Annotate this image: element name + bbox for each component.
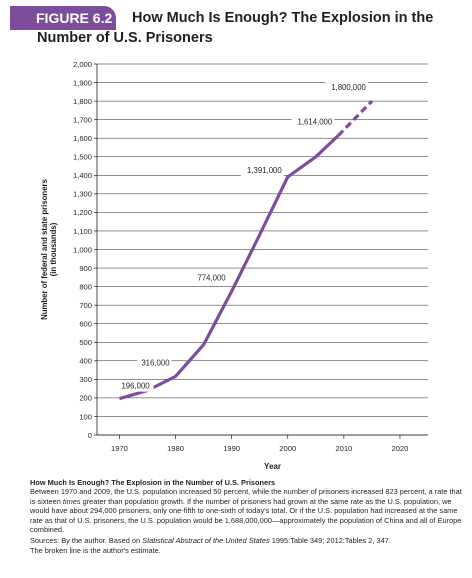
y-tick-label: 100 xyxy=(79,412,92,421)
y-tick-label: 500 xyxy=(79,338,92,347)
y-tick-label: 1,000 xyxy=(73,245,92,254)
y-tick-label: 1,700 xyxy=(73,115,92,124)
y-tick-label: 300 xyxy=(79,375,92,384)
x-tick-label: 2020 xyxy=(391,444,408,453)
y-tick-label: 1,800 xyxy=(73,97,92,106)
caption-body: Between 1970 and 2009, the U.S. populati… xyxy=(30,487,462,535)
y-tick-label: 700 xyxy=(79,301,92,310)
data-label: 316,000 xyxy=(141,358,170,367)
figure-label: FIGURE 6.2 xyxy=(10,6,116,30)
data-label-bg xyxy=(193,272,228,284)
x-tick-label: 1980 xyxy=(167,444,184,453)
caption-note: The broken line is the author's estimate… xyxy=(30,545,161,555)
prisoner-line-chart: 0 100 200 300 400 500 600 700 800 900 1,000 1,100 1,… xyxy=(40,60,428,471)
y-tick-label: 1,600 xyxy=(73,134,92,143)
series-layer xyxy=(118,99,374,401)
data-label: 774,000 xyxy=(197,273,226,282)
caption-title: How Much Is Enough? The Explosion in the… xyxy=(30,478,276,487)
y-tick-label: 0 xyxy=(88,431,92,440)
y-tick-label: 1,200 xyxy=(73,208,92,217)
figure-caption: How Much Is Enough? The Explosion in the… xyxy=(30,478,465,555)
y-tick-label: 2,000 xyxy=(73,60,92,69)
x-tick-label: 1970 xyxy=(111,444,128,453)
prisoner-line xyxy=(118,134,340,401)
y-tick-label: 1,400 xyxy=(73,171,92,180)
x-tick-label: 2010 xyxy=(335,444,352,453)
y-tick-label: 900 xyxy=(79,264,92,273)
data-label: 1,800,000 xyxy=(331,83,366,92)
y-tick-label: 1,100 xyxy=(73,227,92,236)
axis-layer: 0 100 200 300 400 500 600 700 800 900 1,000 1,100 1,… xyxy=(40,60,428,471)
data-label: 1,391,000 xyxy=(247,166,282,175)
caption-sources: Sources: By the author. Based on Statist… xyxy=(30,536,391,546)
data-label-bg xyxy=(137,357,172,369)
y-tick-label: 1,900 xyxy=(73,78,92,87)
y-tick-label: 1,500 xyxy=(73,153,92,162)
y-tick-label: 200 xyxy=(79,394,92,403)
x-axis-label: Year xyxy=(264,462,281,471)
data-label-bg xyxy=(325,82,368,94)
data-label-bg xyxy=(119,380,154,392)
x-tick-label: 1990 xyxy=(223,444,240,453)
figure-title: How Much Is Enough? The Explosion in the xyxy=(132,10,434,26)
y-tick-label: 600 xyxy=(79,320,92,329)
y-axis-label: Number of federal and state prisoners xyxy=(40,178,49,319)
data-label-bg xyxy=(241,164,284,176)
y-tick-label: 400 xyxy=(79,357,92,366)
y-axis-label-units: (in thousands) xyxy=(49,222,58,276)
grid-layer xyxy=(97,63,428,436)
data-label-bg xyxy=(291,116,335,128)
data-label: 196,000 xyxy=(121,382,150,391)
y-tick-label: 1,300 xyxy=(73,190,92,199)
y-tick-label: 800 xyxy=(79,282,92,291)
figure-title-line2: Number of U.S. Prisoners xyxy=(37,30,213,46)
x-tick-label: 2000 xyxy=(279,444,296,453)
data-label: 1,614,000 xyxy=(298,118,333,127)
estimate-line-dashed xyxy=(337,99,374,137)
label-layer: 196,000 316,000 774,000 1,391,000 1,614,000 1… xyxy=(119,82,368,392)
